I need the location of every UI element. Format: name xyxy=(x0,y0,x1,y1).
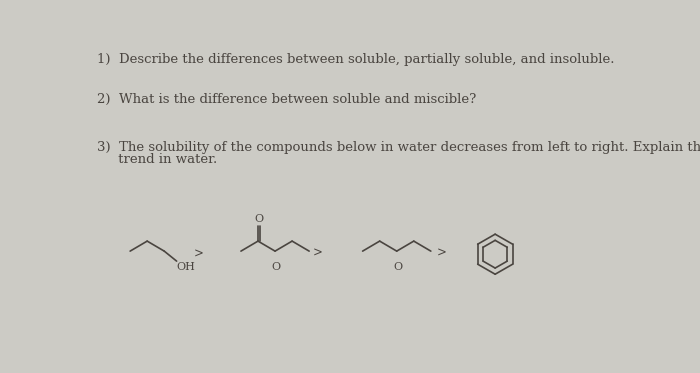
Text: 2)  What is the difference between soluble and miscible?: 2) What is the difference between solubl… xyxy=(97,93,476,106)
Text: >: > xyxy=(437,246,447,259)
Text: 1)  Describe the differences between soluble, partially soluble, and insoluble.: 1) Describe the differences between solu… xyxy=(97,53,615,66)
Text: O: O xyxy=(393,262,402,272)
Text: >: > xyxy=(194,248,204,261)
Text: 3)  The solubility of the compounds below in water decreases from left to right.: 3) The solubility of the compounds below… xyxy=(97,141,700,154)
Text: OH: OH xyxy=(176,262,195,272)
Text: O: O xyxy=(254,214,263,224)
Text: >: > xyxy=(312,246,322,259)
Text: O: O xyxy=(272,262,281,272)
Text: trend in water.: trend in water. xyxy=(97,153,217,166)
